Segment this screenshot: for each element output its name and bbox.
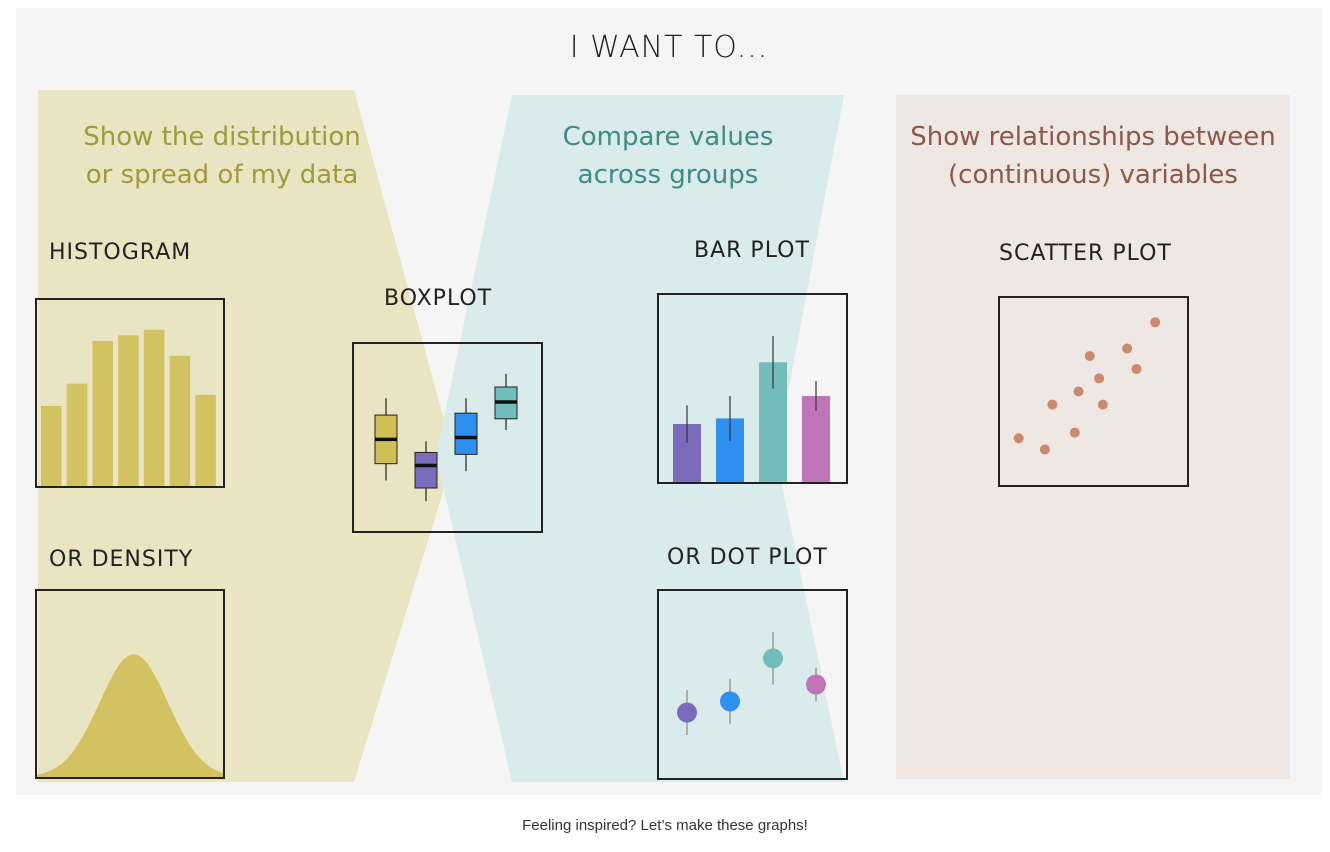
scatter-point: [1122, 343, 1133, 354]
scatter-point: [1069, 427, 1080, 438]
scatter-point: [1073, 386, 1084, 397]
heading-compare-line2: across groups: [577, 160, 759, 190]
histogram-bar: [66, 383, 88, 486]
scatter-point: [1084, 350, 1095, 361]
dot: [763, 648, 783, 669]
boxplot-label: BOXPLOT: [384, 286, 493, 311]
scatter-point: [1150, 317, 1161, 328]
dot: [720, 691, 740, 712]
histogram-bar: [195, 394, 216, 486]
dotplot-label: OR DOT PLOT: [667, 545, 828, 570]
histogram-bar: [143, 329, 165, 486]
histogram-bar: [169, 355, 191, 486]
heading-relationships-line2: (continuous) variables: [948, 160, 1238, 190]
dot: [677, 702, 697, 723]
boxplot-box: [414, 451, 438, 489]
heading-compare-line1: Compare values: [562, 122, 774, 152]
scatter-point: [1094, 373, 1105, 384]
heading-distribution: Show the distribution or spread of my da…: [40, 118, 404, 194]
density-label: OR DENSITY: [49, 547, 194, 572]
boxplot-plot: [352, 342, 543, 533]
histogram-bar: [41, 406, 62, 486]
histogram-svg: [41, 329, 216, 486]
infographic-panel: I WANT TO... Show the distribution or sp…: [16, 8, 1322, 795]
band-relationships: [896, 95, 1290, 779]
scatter-svg: [1013, 317, 1161, 455]
barplot-plot: [657, 293, 848, 484]
histogram-label: HISTOGRAM: [49, 240, 192, 265]
boxplot-box: [454, 412, 478, 455]
scatter-point: [1047, 399, 1058, 410]
density-curve: [37, 654, 223, 777]
scatter-point: [1097, 399, 1108, 410]
barplot-svg: [673, 336, 830, 482]
histogram-plot: [35, 298, 225, 488]
scatter-point: [1039, 444, 1050, 455]
background-bands: [38, 90, 1290, 782]
histogram-bar: [118, 335, 139, 486]
scatter-label: SCATTER PLOT: [999, 241, 1172, 266]
dotplot-plot: [657, 589, 848, 780]
dot: [806, 674, 826, 695]
heading-relationships-line1: Show relationships between: [910, 122, 1276, 152]
scatter-point: [1013, 433, 1024, 444]
histogram-bar: [92, 340, 113, 486]
band-compare: [436, 95, 844, 782]
barplot-label: BAR PLOT: [694, 238, 810, 263]
heading-distribution-line2: or spread of my data: [85, 160, 359, 190]
heading-compare: Compare values across groups: [498, 118, 838, 194]
heading-distribution-line1: Show the distribution: [83, 122, 361, 152]
caption: Feeling inspired? Let’s make these graph…: [522, 817, 808, 834]
density-svg: [37, 654, 223, 777]
density-plot: [35, 589, 225, 779]
band-distribution: [38, 90, 454, 782]
heading-relationships: Show relationships between (continuous) …: [896, 118, 1290, 194]
scatter-plot: [998, 296, 1189, 487]
scatter-point: [1131, 364, 1142, 375]
boxplot-svg: [374, 373, 518, 502]
page-title: I WANT TO...: [569, 30, 769, 65]
dotplot-svg: [677, 632, 826, 735]
